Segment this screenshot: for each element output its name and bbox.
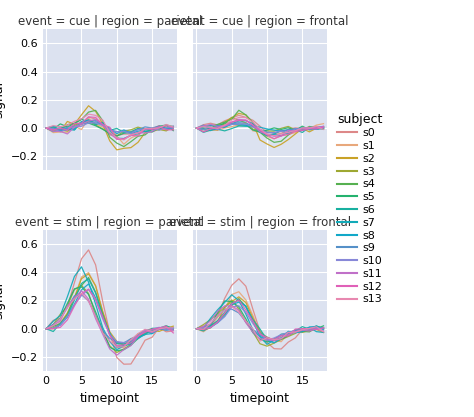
Y-axis label: signal: signal [0, 282, 5, 319]
Y-axis label: signal: signal [0, 81, 5, 118]
X-axis label: timepoint: timepoint [80, 392, 140, 404]
Title: event = cue | region = frontal: event = cue | region = frontal [171, 15, 349, 28]
Title: event = cue | region = parietal: event = cue | region = parietal [18, 15, 202, 28]
Title: event = stim | region = parietal: event = stim | region = parietal [15, 216, 204, 229]
X-axis label: timepoint: timepoint [230, 392, 290, 404]
Title: event = stim | region = frontal: event = stim | region = frontal [169, 216, 351, 229]
Legend: s0, s1, s2, s3, s4, s5, s6, s7, s8, s9, s10, s11, s12, s13: s0, s1, s2, s3, s4, s5, s6, s7, s8, s9, … [337, 113, 383, 304]
